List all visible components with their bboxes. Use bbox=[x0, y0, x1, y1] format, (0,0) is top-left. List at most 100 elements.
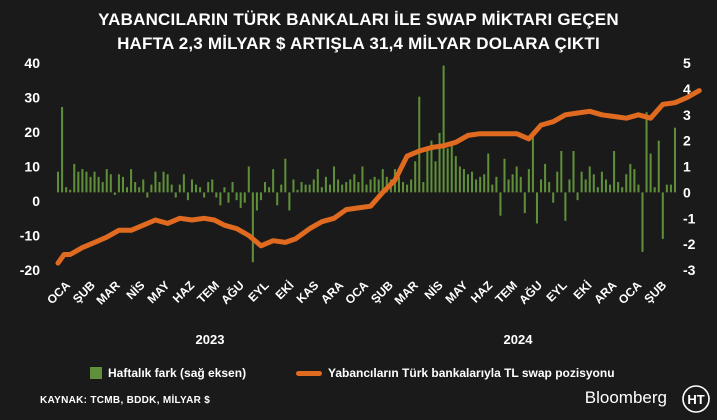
weekly-change-bar bbox=[649, 153, 652, 193]
weekly-change-bar bbox=[324, 176, 327, 193]
year-label: 2023 bbox=[196, 332, 225, 347]
weekly-change-bar bbox=[385, 176, 388, 193]
weekly-change-bar bbox=[645, 112, 648, 193]
weekly-change-bar bbox=[308, 184, 311, 193]
weekly-change-bar bbox=[414, 161, 417, 193]
weekly-change-bar bbox=[357, 182, 360, 193]
right-axis-tick-label: 0 bbox=[683, 184, 691, 200]
weekly-change-bar bbox=[552, 192, 555, 203]
weekly-change-bar bbox=[621, 187, 624, 193]
weekly-change-bar bbox=[243, 192, 246, 203]
weekly-change-bar bbox=[126, 187, 129, 193]
weekly-change-bar bbox=[328, 184, 331, 193]
weekly-change-bar bbox=[162, 171, 165, 193]
legend: Haftalık fark (sağ eksen) Yabancıların T… bbox=[0, 366, 717, 386]
weekly-change-bar bbox=[641, 192, 644, 252]
legend-item-line: Yabancıların Türk bankalarıyla TL swap p… bbox=[296, 366, 615, 380]
x-axis-tick-label: NİS bbox=[421, 278, 446, 303]
right-axis-tick-label: 2 bbox=[683, 133, 691, 149]
weekly-change-bar bbox=[113, 192, 116, 195]
weekly-change-bar bbox=[57, 171, 60, 193]
weekly-change-bar bbox=[381, 169, 384, 193]
weekly-change-bar bbox=[410, 179, 413, 193]
weekly-change-bar bbox=[65, 187, 68, 193]
ht-logo-icon: HT bbox=[682, 385, 710, 413]
weekly-change-bar bbox=[276, 192, 279, 206]
weekly-change-bar bbox=[272, 169, 275, 193]
weekly-change-bar bbox=[397, 176, 400, 193]
title-line-2: HAFTA 2,3 MİLYAR $ ARTIŞLA 31,4 MİLYAR D… bbox=[117, 34, 600, 53]
weekly-change-bar bbox=[422, 182, 425, 193]
chart-title: YABANCILARIN TÜRK BANKALARI İLE SWAP MİK… bbox=[0, 8, 717, 56]
weekly-change-bar bbox=[446, 148, 449, 193]
x-axis-tick-label: EYL bbox=[245, 278, 271, 304]
weekly-change-bar bbox=[592, 174, 595, 193]
x-axis-tick-label: MAY bbox=[144, 278, 172, 306]
weekly-change-bar bbox=[154, 171, 157, 193]
weekly-change-bar bbox=[450, 143, 453, 193]
weekly-change-bar bbox=[223, 187, 226, 193]
weekly-change-bar bbox=[231, 182, 234, 193]
left-axis-tick-label: 40 bbox=[24, 55, 40, 71]
weekly-change-bar bbox=[182, 174, 185, 193]
weekly-change-bar bbox=[288, 192, 291, 211]
weekly-change-bar bbox=[548, 182, 551, 193]
weekly-change-bar bbox=[89, 176, 92, 193]
right-axis-tick-label: 4 bbox=[683, 81, 691, 97]
weekly-change-bar bbox=[255, 192, 258, 211]
x-axis-tick-label: KAS bbox=[294, 278, 322, 306]
weekly-change-bar bbox=[280, 184, 283, 193]
weekly-change-bar bbox=[296, 189, 299, 193]
weekly-change-bar bbox=[373, 176, 376, 193]
weekly-change-bar bbox=[576, 192, 579, 201]
weekly-change-bar bbox=[259, 192, 262, 201]
weekly-change-bar bbox=[349, 179, 352, 193]
weekly-change-bar bbox=[572, 150, 575, 193]
legend-item-bar: Haftalık fark (sağ eksen) bbox=[90, 366, 246, 380]
weekly-change-bar bbox=[337, 179, 340, 193]
weekly-change-bar bbox=[227, 192, 230, 203]
weekly-change-bar bbox=[219, 192, 222, 206]
weekly-change-bar bbox=[109, 174, 112, 193]
weekly-change-bar bbox=[345, 182, 348, 193]
right-axis-tick-label: 5 bbox=[683, 55, 691, 71]
weekly-change-bar bbox=[584, 179, 587, 193]
weekly-change-bar bbox=[170, 184, 173, 193]
weekly-change-bar bbox=[458, 166, 461, 193]
weekly-change-bar bbox=[487, 153, 490, 193]
right-axis-tick-label: 3 bbox=[683, 107, 691, 123]
x-axis-tick-label: EKİ bbox=[272, 278, 297, 303]
x-axis-tick-label: TEM bbox=[194, 278, 222, 306]
weekly-change-bar bbox=[609, 184, 612, 193]
weekly-change-bar bbox=[341, 184, 344, 193]
weekly-change-bar bbox=[353, 174, 356, 193]
weekly-change-bar bbox=[333, 166, 336, 193]
weekly-change-bar bbox=[211, 179, 214, 193]
weekly-change-bar bbox=[81, 169, 84, 193]
weekly-change-bar bbox=[235, 192, 238, 201]
weekly-change-bar bbox=[600, 171, 603, 193]
weekly-change-bar bbox=[97, 176, 100, 193]
weekly-change-bar bbox=[466, 174, 469, 193]
left-axis-tick-label: 0 bbox=[32, 193, 40, 209]
weekly-change-bar bbox=[613, 150, 616, 193]
weekly-change-bar bbox=[531, 132, 534, 193]
right-axis-tick-label: 1 bbox=[683, 159, 691, 175]
weekly-change-bar bbox=[580, 171, 583, 193]
weekly-change-bar bbox=[134, 182, 137, 193]
weekly-change-bar bbox=[661, 192, 664, 239]
weekly-change-bar bbox=[142, 179, 145, 193]
legend-label-line: Yabancıların Türk bankalarıyla TL swap p… bbox=[328, 366, 615, 380]
weekly-change-bar bbox=[199, 187, 202, 193]
weekly-change-bar bbox=[511, 174, 514, 193]
weekly-change-bar bbox=[442, 65, 445, 193]
weekly-change-bar bbox=[130, 169, 133, 193]
weekly-change-bar bbox=[657, 140, 660, 193]
legend-label-bar: Haftalık fark (sağ eksen) bbox=[108, 366, 247, 380]
x-axis-tick-label: ARA bbox=[318, 278, 347, 307]
weekly-change-bar bbox=[186, 192, 189, 201]
left-axis-tick-label: -10 bbox=[20, 228, 40, 244]
weekly-change-bar bbox=[637, 184, 640, 193]
weekly-change-bar bbox=[146, 192, 149, 198]
